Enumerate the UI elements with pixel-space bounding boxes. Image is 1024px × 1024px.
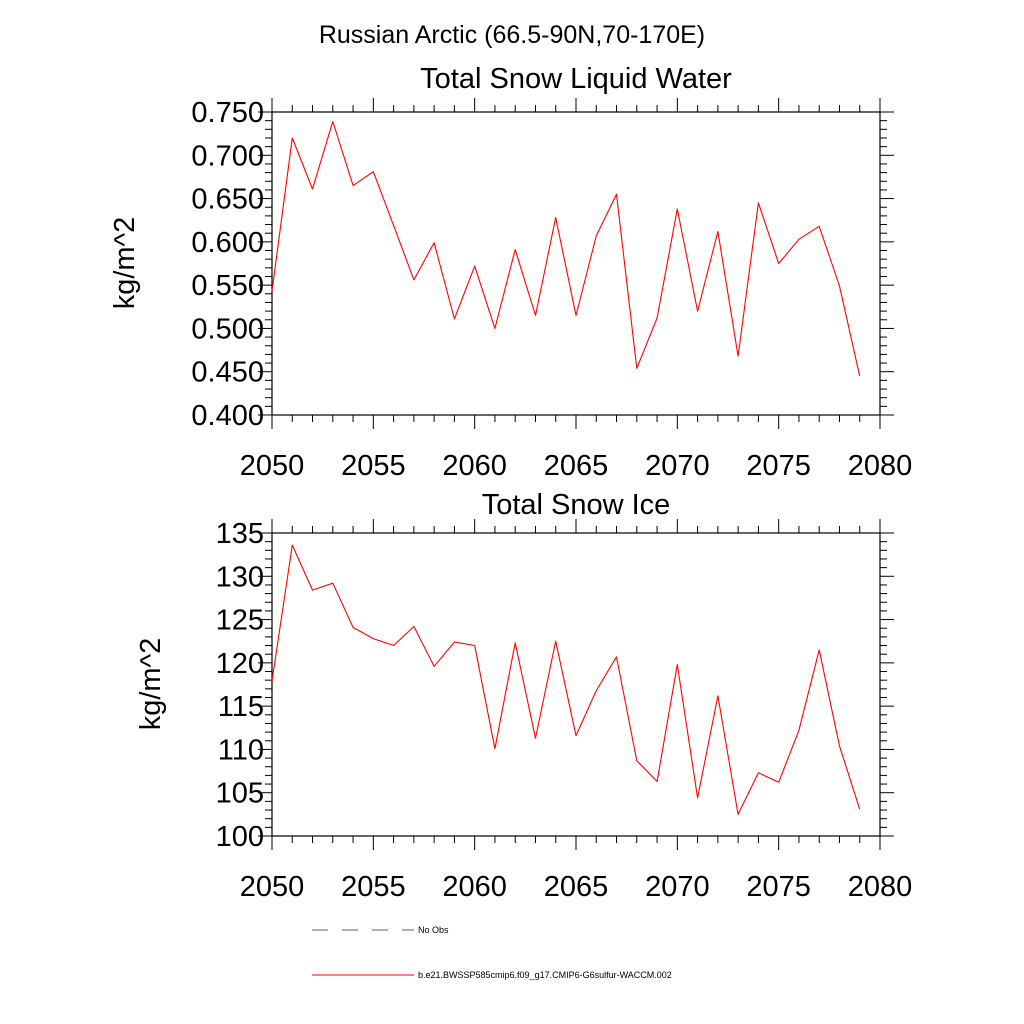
x-tick-label: 2080 <box>848 450 913 482</box>
y-tick-label: 105 <box>216 778 264 810</box>
series-layer <box>271 120 861 377</box>
y-tick-label: 135 <box>216 518 264 550</box>
x-tick-label: 2065 <box>544 450 609 482</box>
y-tick-label: 115 <box>218 691 264 723</box>
x-tick-label: 2050 <box>240 450 305 482</box>
y-tick-label: 0.500 <box>191 313 264 345</box>
plot-frame <box>271 111 881 416</box>
x-tick-label: 2055 <box>341 450 406 482</box>
ticks-layer <box>258 98 894 429</box>
series-line <box>271 120 861 377</box>
y-tick-label: 0.400 <box>191 400 264 432</box>
legend-entry-model-run: b.e21.BWSSP585cmip6.f09_g17.CMIP6-G6sulf… <box>312 970 672 980</box>
panel-snow-liquid-water: Total Snow Liquid Water 0.4000.4500.5000… <box>109 63 912 482</box>
panel-snow-ice: Total Snow Ice 100 105 110 115 120 125 130 135 2… <box>135 489 912 903</box>
y-tick-label: 120 <box>216 648 264 680</box>
y-tick-label: 0.600 <box>191 227 264 259</box>
x-tick-label: 2055 <box>341 871 406 903</box>
y-tick-label: 0.700 <box>191 140 264 172</box>
y-tick-label: 130 <box>216 561 264 593</box>
y-axis-label: kg/m^2 <box>109 217 141 310</box>
y-tick-label: 125 <box>216 605 264 637</box>
x-tick-label: 2070 <box>645 450 710 482</box>
y-tick-label: 100 <box>216 821 264 853</box>
series-layer <box>271 544 861 815</box>
figure-title: Russian Arctic (66.5-90N,70-170E) <box>319 21 705 49</box>
y-tick-label: 0.450 <box>191 357 264 389</box>
x-tick-label: 2050 <box>240 871 305 903</box>
ticks-layer <box>258 519 894 850</box>
plot-frame <box>271 532 881 837</box>
y-tick-label: 0.650 <box>191 184 264 216</box>
tick-labels-layer: 0.400 0.450 0.500 0.550 0.600 0.650 0.700 0.750… <box>191 97 912 482</box>
y-tick-label: 0.550 <box>191 270 264 302</box>
legend-entry-no-obs: No Obs <box>312 925 449 935</box>
x-tick-label: 2060 <box>442 871 507 903</box>
legend-label: b.e21.BWSSP585cmip6.f09_g17.CMIP6-G6sulf… <box>418 970 672 980</box>
x-tick-label: 2075 <box>746 450 811 482</box>
y-axis-label: kg/m^2 <box>135 638 167 731</box>
x-tick-label: 2060 <box>442 450 507 482</box>
legend: No Obs b.e21.BWSSP585cmip6.f09_g17.CMIP6… <box>312 925 672 980</box>
panel-title: Total Snow Liquid Water <box>420 63 732 95</box>
panel-title: Total Snow Ice <box>482 489 671 521</box>
legend-label: No Obs <box>418 925 449 935</box>
y-tick-label: 0.750 <box>191 97 264 129</box>
series-line <box>271 544 861 815</box>
y-tick-label: 110 <box>218 734 264 766</box>
tick-labels-layer: 100 105 110 115 120 125 130 135 2050 2055 2060 2065… <box>216 518 913 903</box>
x-tick-label: 2070 <box>645 871 710 903</box>
x-tick-label: 2080 <box>848 871 913 903</box>
x-tick-label: 2065 <box>544 871 609 903</box>
x-tick-label: 2075 <box>746 871 811 903</box>
